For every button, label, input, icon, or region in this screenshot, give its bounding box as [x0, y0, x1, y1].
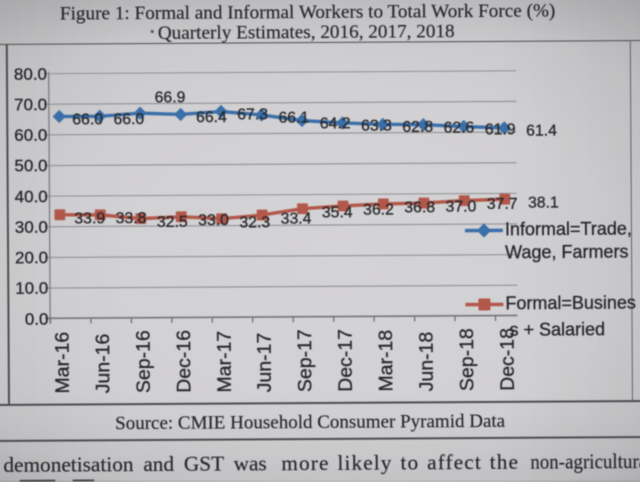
svg-text:10.0: 10.0 — [15, 279, 48, 298]
svg-text:0.0: 0.0 — [25, 309, 49, 328]
svg-text:Sep-18: Sep-18 — [456, 328, 478, 391]
svg-text:33.4: 33.4 — [281, 210, 312, 227]
svg-text:33.0: 33.0 — [198, 212, 229, 229]
svg-text:Dec-17: Dec-17 — [335, 329, 357, 392]
svg-text:32.5: 32.5 — [157, 214, 188, 231]
svg-text:Jun-17: Jun-17 — [254, 333, 276, 393]
svg-text:50.0: 50.0 — [14, 156, 47, 175]
svg-text:38.1: 38.1 — [528, 195, 559, 212]
svg-text:60.0: 60.0 — [14, 126, 47, 145]
svg-text:Wage, Farmers: Wage, Farmers — [505, 242, 628, 263]
svg-text:66.0: 66.0 — [72, 111, 103, 128]
svg-text:80.0: 80.0 — [14, 64, 47, 83]
svg-text:63.3: 63.3 — [361, 118, 392, 135]
svg-text:Jun-16: Jun-16 — [92, 334, 114, 394]
svg-text:Mar-17: Mar-17 — [213, 331, 235, 393]
svg-text:62.6: 62.6 — [443, 119, 474, 136]
svg-text:37.7: 37.7 — [487, 196, 518, 213]
svg-text:66.0: 66.0 — [113, 111, 144, 128]
svg-text:30.0: 30.0 — [15, 218, 48, 237]
svg-text:64.2: 64.2 — [320, 115, 351, 132]
svg-text:70.0: 70.0 — [14, 95, 47, 114]
svg-text:Mar-16: Mar-16 — [52, 332, 74, 394]
svg-text:Dec-16: Dec-16 — [173, 330, 195, 393]
svg-text:61.9: 61.9 — [485, 121, 516, 138]
svg-text:66.4: 66.4 — [196, 109, 227, 126]
svg-text:36.8: 36.8 — [404, 199, 435, 216]
svg-text:35.4: 35.4 — [322, 204, 353, 221]
svg-text:66.1: 66.1 — [278, 110, 309, 127]
svg-text:Sep-17: Sep-17 — [294, 329, 316, 392]
svg-text:33.9: 33.9 — [74, 210, 105, 227]
svg-text:37.0: 37.0 — [446, 198, 477, 215]
svg-text:32.3: 32.3 — [239, 214, 270, 231]
svg-text:66.9: 66.9 — [155, 89, 186, 106]
svg-text:Sep-16: Sep-16 — [132, 330, 154, 393]
svg-text:Informal=Trade,: Informal=Trade, — [505, 219, 632, 240]
svg-text:33.8: 33.8 — [116, 210, 147, 227]
svg-text:40.0: 40.0 — [15, 187, 48, 206]
svg-text:Jun-18: Jun-18 — [416, 332, 438, 392]
svg-text:Formal=Busines: Formal=Busines — [505, 293, 636, 314]
svg-text:61.4: 61.4 — [526, 123, 557, 140]
svg-text:62.8: 62.8 — [402, 119, 433, 136]
svg-text:20.0: 20.0 — [15, 248, 48, 267]
svg-text:Mar-18: Mar-18 — [375, 330, 397, 392]
svg-text:s + Salaried: s + Salaried — [509, 319, 605, 340]
svg-text:67.3: 67.3 — [237, 106, 268, 123]
svg-text:36.2: 36.2 — [363, 201, 394, 218]
